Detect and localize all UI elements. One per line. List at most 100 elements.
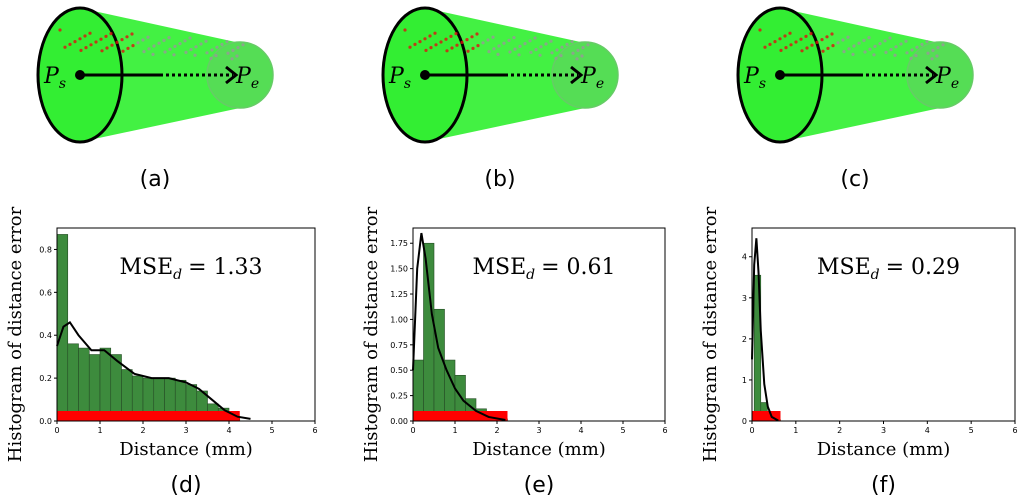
point-cloud xyxy=(872,53,876,57)
end-label-main: P xyxy=(235,64,252,89)
x-tick-label: 5 xyxy=(269,426,274,435)
point-cloud xyxy=(857,41,861,45)
kde-curve xyxy=(56,320,251,420)
point-cloud xyxy=(517,53,521,57)
y-tick-label: 0.50 xyxy=(390,366,408,375)
x-tick-label: 3 xyxy=(536,426,541,435)
x-tick-label: 6 xyxy=(312,426,317,435)
point-cloud xyxy=(779,48,783,53)
point-cloud xyxy=(899,42,903,46)
y-tick-label: 1 xyxy=(742,376,747,385)
point-cloud xyxy=(842,50,846,54)
caption: (b) xyxy=(484,167,515,192)
y-tick-label: 4 xyxy=(742,253,747,262)
end-label-main: P xyxy=(935,64,952,89)
point-cloud xyxy=(575,57,579,61)
point-cloud xyxy=(507,38,511,43)
point-cloud xyxy=(408,45,412,49)
point-cloud xyxy=(487,50,491,54)
point-cloud xyxy=(94,40,98,44)
point-cloud xyxy=(497,44,501,48)
start-label-sub: s xyxy=(59,76,66,92)
point-cloud xyxy=(930,57,934,61)
point-cloud xyxy=(894,45,898,49)
point-cloud xyxy=(789,43,793,47)
point-cloud xyxy=(147,47,151,51)
point-cloud xyxy=(481,41,485,45)
point-cloud xyxy=(141,38,145,42)
point-cloud xyxy=(403,28,407,32)
point-cloud xyxy=(83,34,87,38)
start-label: Ps xyxy=(743,64,766,92)
end-disk xyxy=(906,41,974,109)
point-cloud xyxy=(873,44,877,49)
start-label-main: P xyxy=(743,64,760,89)
x-axis-label: Distance (mm) xyxy=(119,439,253,460)
point-cloud xyxy=(445,49,449,53)
point-cloud xyxy=(851,52,855,57)
point-cloud xyxy=(120,38,124,42)
point-cloud xyxy=(800,49,804,53)
point-cloud xyxy=(804,34,808,39)
rug xyxy=(413,411,508,421)
y-axis-label: Histogram of distance error xyxy=(700,206,721,462)
point-cloud xyxy=(439,40,443,44)
x-tick-label: 1 xyxy=(793,426,798,435)
point-cloud xyxy=(773,40,777,44)
point-cloud xyxy=(809,31,813,36)
annotation-value: = 1.33 xyxy=(188,255,262,280)
x-tick-label: 4 xyxy=(578,426,583,435)
point-cloud xyxy=(831,44,835,48)
point-cloud xyxy=(936,46,940,50)
x-tick-label: 6 xyxy=(662,426,667,435)
point-cloud xyxy=(502,41,506,45)
point-cloud xyxy=(88,31,92,35)
x-tick-label: 6 xyxy=(1012,426,1017,435)
point-cloud xyxy=(914,54,918,58)
point-cloud xyxy=(513,47,517,51)
point-cloud xyxy=(878,42,882,46)
x-tick-label: 1 xyxy=(452,426,457,435)
point-cloud xyxy=(146,35,150,39)
point-cloud xyxy=(429,46,433,50)
annotation-sub: d xyxy=(526,267,535,283)
point-cloud xyxy=(863,50,867,54)
point-cloud xyxy=(235,54,239,58)
point-cloud xyxy=(910,48,914,52)
end-label-sub: e xyxy=(951,76,959,92)
point-cloud xyxy=(214,54,218,58)
point-cloud xyxy=(560,45,564,49)
point-cloud xyxy=(788,31,792,35)
y-tick-label: 0.4 xyxy=(39,331,52,340)
kde-curve xyxy=(751,238,779,422)
start-point xyxy=(420,70,430,80)
point-cloud xyxy=(130,32,134,36)
point-cloud xyxy=(220,42,224,47)
annotation-value: = 0.61 xyxy=(541,255,615,280)
point-cloud xyxy=(454,31,458,36)
point-cloud xyxy=(125,35,129,39)
point-cloud xyxy=(512,36,516,40)
point-cloud xyxy=(241,43,245,47)
point-cloud xyxy=(565,42,569,47)
point-cloud xyxy=(539,45,543,49)
point-cloud xyxy=(413,42,417,47)
point-cloud xyxy=(109,31,113,36)
annotation: MSEd = 0.29 xyxy=(817,255,960,283)
end-label-sub: e xyxy=(596,76,604,92)
point-cloud xyxy=(888,36,892,40)
x-tick-label: 4 xyxy=(226,426,231,435)
point-cloud xyxy=(580,54,584,58)
point-cloud xyxy=(151,52,155,57)
point-cloud xyxy=(549,39,553,43)
point-cloud xyxy=(581,46,585,50)
point-cloud xyxy=(136,41,140,45)
point-cloud xyxy=(935,54,939,58)
annotation-sub: d xyxy=(871,267,880,283)
point-cloud xyxy=(204,39,208,43)
histogram-panel: 0 1 2 3 4 5 6 0.0 0.2 0.4 0.6 0.8 MSEd = 1.33 Distance… xyxy=(5,206,318,498)
point-cloud xyxy=(168,47,172,51)
point-cloud xyxy=(225,40,229,44)
point-cloud xyxy=(104,34,108,39)
point-cloud xyxy=(799,37,803,41)
